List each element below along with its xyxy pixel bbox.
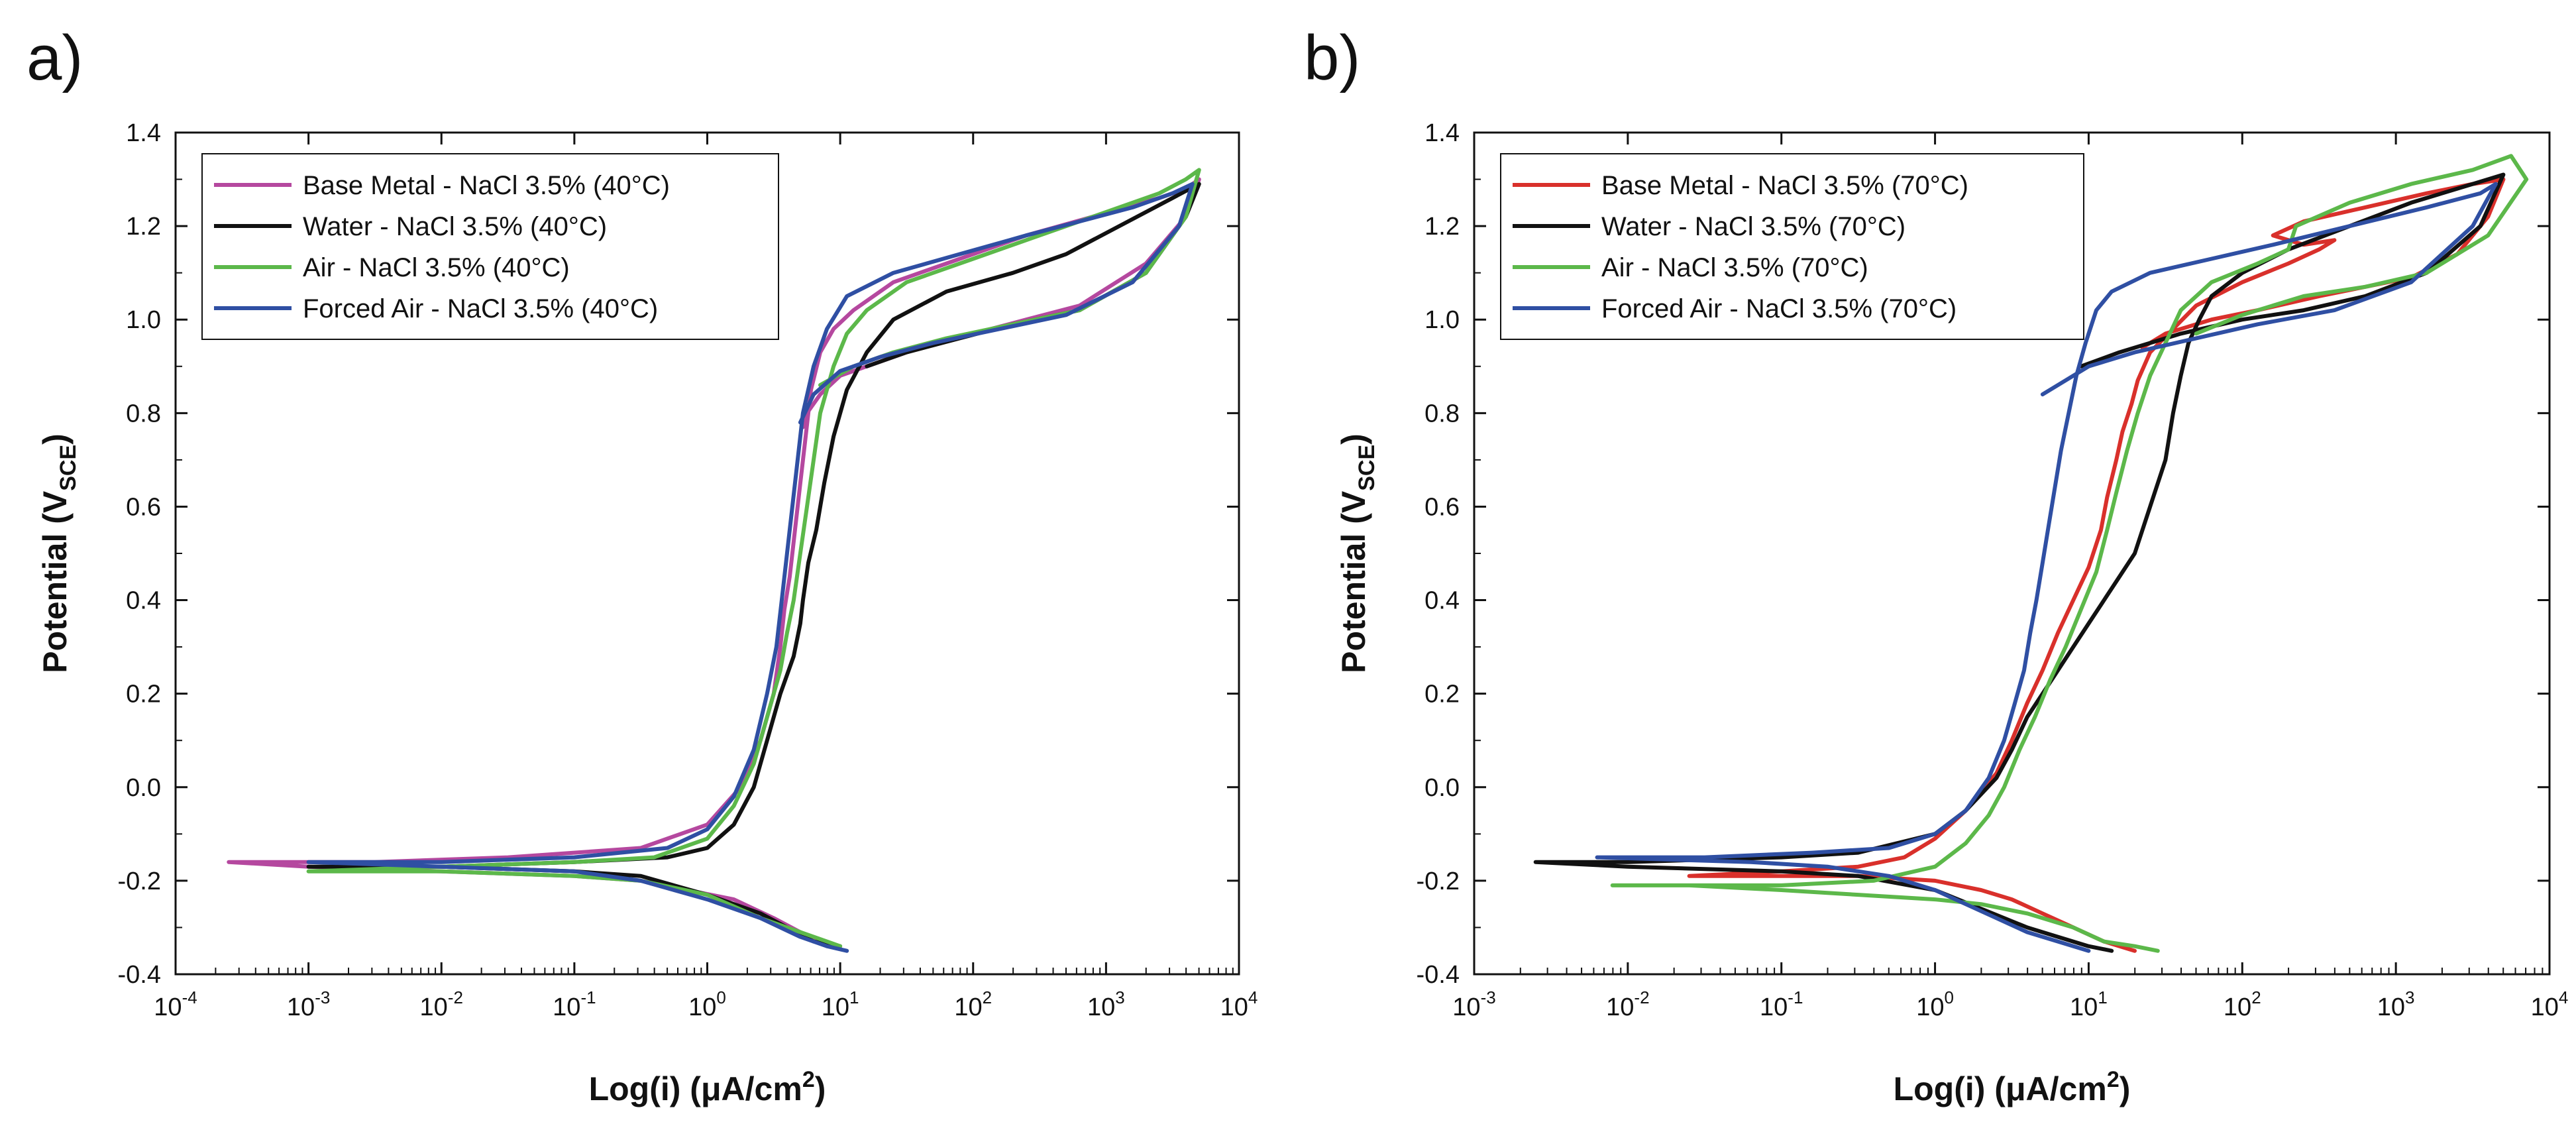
p1-x-tick-label: 102 <box>2224 987 2261 1021</box>
p1-x-axis-title: Log(i) (μA/cm2) <box>1894 1067 2131 1107</box>
p0-legend-label-1: Water - NaCl 3.5% (40°C) <box>303 212 607 241</box>
p0-legend-label-3: Forced Air - NaCl 3.5% (40°C) <box>303 294 658 323</box>
p0-x-tick-label: 100 <box>688 987 726 1021</box>
p0-y-tick-label: 1.0 <box>126 306 161 334</box>
p0-legend-label-0: Base Metal - NaCl 3.5% (40°C) <box>303 171 670 200</box>
p1-y-tick-label: 0.0 <box>1424 774 1460 802</box>
panel-label-b: b) <box>1304 23 1360 93</box>
p0-y-tick-label: 1.2 <box>126 213 161 241</box>
p1-x-tick-label: 103 <box>2377 987 2415 1021</box>
p0-y-tick-label: 0.8 <box>126 400 161 427</box>
p1-x-tick-label: 10-2 <box>1606 987 1649 1021</box>
p1-y-tick-label: 1.2 <box>1424 213 1460 241</box>
p0-series-line-3 <box>306 182 1195 953</box>
p1-series-line-0 <box>1687 177 2506 953</box>
p0-x-tick-label: 10-4 <box>154 987 197 1021</box>
p0-x-tick-label: 10-1 <box>553 987 596 1021</box>
p1-x-tick-label: 10-1 <box>1760 987 1803 1021</box>
p0-x-axis-title: Log(i) (μA/cm2) <box>589 1067 826 1107</box>
p1-x-tick-label: 101 <box>2070 987 2108 1021</box>
p1-y-tick-label: 1.0 <box>1424 306 1460 334</box>
panel-label-a: a) <box>27 23 83 93</box>
p0-y-tick-label: 0.4 <box>126 587 161 615</box>
p0-x-tick-label: 10-3 <box>287 987 330 1021</box>
p1-y-tick-label: 0.6 <box>1424 493 1460 521</box>
p1-legend-box <box>1500 153 2084 340</box>
p0-x-tick-label: 102 <box>954 987 992 1021</box>
p0-y-tick-label: -0.2 <box>118 868 161 895</box>
p1-y-tick-label: -0.2 <box>1417 868 1460 895</box>
p1-x-tick-label: 104 <box>2531 987 2569 1021</box>
p0-x-tick-label: 10-2 <box>420 987 463 1021</box>
p0-y-tick-label: 0.2 <box>126 681 161 708</box>
p1-series-line-2 <box>1610 154 2529 953</box>
p0-x-tick-label: 104 <box>1220 987 1258 1021</box>
panel-a: a) 10-4 10-3 10-2 10-1 100 101 102 103 104 -0.4 -0… <box>27 23 1258 1107</box>
p1-legend-label-0: Base Metal - NaCl 3.5% (70°C) <box>1601 171 1968 200</box>
p0-x-tick-label: 103 <box>1087 987 1125 1021</box>
p1-y-tick-label: 0.2 <box>1424 681 1460 708</box>
p1-legend-label-1: Water - NaCl 3.5% (70°C) <box>1601 212 1905 241</box>
p0-legend-label-2: Air - NaCl 3.5% (40°C) <box>303 253 570 282</box>
p1-x-tick-label: 10-3 <box>1452 987 1495 1021</box>
p1-y-tick-label: 0.4 <box>1424 587 1460 615</box>
p1-x-tick-label: 100 <box>1916 987 1954 1021</box>
p1-series-line-3 <box>1595 182 2498 953</box>
p1-legend-label-3: Forced Air - NaCl 3.5% (70°C) <box>1601 294 1957 323</box>
p0-x-tick-label: 101 <box>822 987 859 1021</box>
p1-legend-label-2: Air - NaCl 3.5% (70°C) <box>1601 253 1868 282</box>
p1-y-tick-label: 0.8 <box>1424 400 1460 427</box>
p1-y-axis-title: Potential (VSCE) <box>1335 433 1379 673</box>
p1-y-tick-label: -0.4 <box>1417 961 1460 989</box>
p0-y-tick-label: -0.4 <box>118 961 161 989</box>
p1-series-line-1 <box>1533 172 2506 953</box>
p0-y-axis-title: Potential (VSCE) <box>36 433 81 673</box>
p1-y-tick-label: 1.4 <box>1424 119 1460 147</box>
panel-b: b) 10-3 10-2 10-1 100 101 102 103 104 -0.4 -0.2 0.… <box>1304 23 2568 1107</box>
p0-y-tick-label: 1.4 <box>126 119 161 147</box>
p0-y-tick-label: 0.0 <box>126 774 161 802</box>
p0-legend-box <box>201 153 779 340</box>
p0-y-tick-label: 0.6 <box>126 493 161 521</box>
